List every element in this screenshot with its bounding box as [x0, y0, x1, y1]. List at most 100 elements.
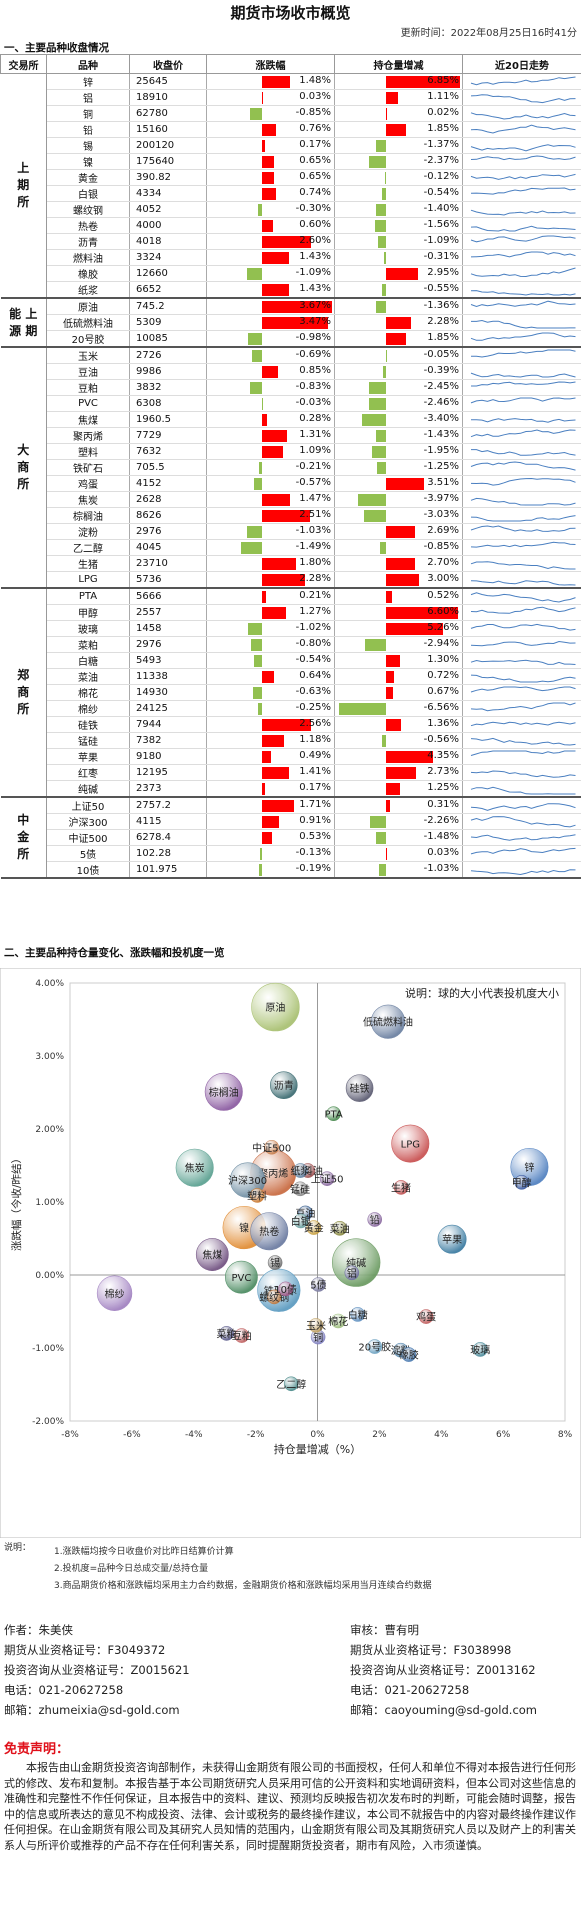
- close-price: 9180: [129, 748, 207, 765]
- change-cell-bar: [262, 735, 285, 747]
- change-cell-value: 0.65%: [299, 171, 331, 182]
- oi-change-cell-bar: [382, 735, 387, 747]
- change-cell-bar: [253, 687, 263, 699]
- bubble-鸡蛋: [418, 1309, 434, 1324]
- table-row: 能 上 源 期原油 745.2 3.67% -1.36%: [0, 298, 581, 348]
- product-name: 铜: [46, 105, 130, 122]
- product-name: 硅铁: [46, 716, 130, 733]
- oi-change-cell-bar: [380, 542, 387, 554]
- change-cell: 0.21%: [206, 588, 335, 605]
- table-row: 低硫燃料油 5309 3.47% 2.28%: [1, 314, 581, 331]
- product-name: 淀粉: [46, 523, 130, 540]
- close-price: 1458: [129, 620, 207, 637]
- trend-sparkline: [462, 571, 581, 589]
- trend-sparkline: [462, 233, 581, 250]
- change-cell-value: -0.30%: [295, 203, 331, 214]
- product-name: 苹果: [46, 748, 130, 765]
- close-price: 3324: [129, 249, 207, 266]
- product-name: 焦炭: [46, 491, 130, 508]
- change-cell-value: 0.65%: [299, 155, 331, 166]
- oi-change-cell: 3.51%: [334, 475, 463, 492]
- table-row: PVC 6308 -0.03% -2.46%: [1, 395, 581, 412]
- change-cell: -0.30%: [206, 201, 335, 218]
- oi-change-cell: 0.67%: [334, 684, 463, 701]
- oi-change-cell-value: -1.36%: [423, 300, 459, 311]
- oi-change-cell-bar: [376, 301, 387, 313]
- close-price: 4115: [129, 813, 207, 830]
- close-price: 1960.5: [129, 411, 207, 428]
- y-tick-label: 1.00%: [35, 1198, 64, 1208]
- bubble-棉花: [330, 1313, 346, 1329]
- change-cell-bar: [250, 382, 263, 394]
- oi-change-cell-value: 2.69%: [427, 525, 459, 536]
- oi-change-cell-value: 0.02%: [427, 107, 459, 118]
- reviewer-email: 邮箱：caoyouming@sd-gold.com: [350, 1703, 538, 1717]
- table-row: 豆粕 3832 -0.83% -2.45%: [1, 379, 581, 396]
- close-price: 2557: [129, 604, 207, 621]
- change-cell-bar: [249, 108, 263, 120]
- bubble-上证50: [319, 1171, 335, 1186]
- oi-change-cell-value: 6.60%: [427, 606, 459, 617]
- change-cell-value: 3.47%: [299, 316, 331, 327]
- oi-change-cell-bar: [368, 398, 387, 410]
- x-tick-label: -2%: [247, 1430, 265, 1440]
- close-price: 24125: [129, 700, 207, 717]
- change-cell-value: 1.43%: [299, 251, 331, 262]
- change-cell-bar: [246, 268, 263, 280]
- oi-change-cell-value: 3.00%: [427, 573, 459, 584]
- change-cell-bar: [262, 574, 306, 586]
- header-close-price: 收盘价: [129, 54, 207, 74]
- change-cell: -0.85%: [206, 105, 335, 122]
- table-row: 纯碱 2373 0.17% 1.25%: [1, 780, 581, 798]
- oi-change-cell-value: 2.28%: [427, 316, 459, 327]
- oi-change-cell-value: -2.45%: [423, 381, 459, 392]
- change-cell: 2.60%: [206, 233, 335, 250]
- bubble-label: 白银: [291, 1215, 311, 1228]
- author-name: 作者：朱美侠: [4, 1623, 73, 1637]
- bubble-焦煤: [195, 1238, 229, 1271]
- close-price: 101.975: [129, 861, 207, 879]
- change-cell: -0.57%: [206, 475, 335, 492]
- reviewer-consult-license: 投资咨询从业资格证号：Z0013162: [350, 1663, 536, 1677]
- change-cell: -0.03%: [206, 395, 335, 412]
- change-cell: 0.17%: [206, 780, 335, 798]
- table-row: 白糖 5493 -0.54% 1.30%: [1, 652, 581, 669]
- bubble-黄金: [306, 1220, 322, 1235]
- change-cell-bar: [262, 510, 310, 522]
- bubble-20号胶: [367, 1339, 383, 1354]
- product-name: 10债: [46, 861, 130, 879]
- close-price: 2976: [129, 523, 207, 540]
- oi-change-cell-value: 1.11%: [427, 91, 459, 102]
- oi-change-cell-bar: [339, 703, 387, 715]
- change-cell-bar: [262, 172, 275, 184]
- oi-change-cell-bar: [376, 140, 387, 152]
- oi-change-cell: 1.30%: [334, 652, 463, 669]
- bubble-chart: -2.00% -1.00% 0.00% 1.00% 2.00% 3.00% 4.00% -8%…: [0, 968, 581, 1538]
- y-tick-label: 3.00%: [35, 1052, 64, 1062]
- oi-change-cell-value: 3.51%: [427, 477, 459, 488]
- table-row: 上 期 所锌 25645 1.48% 6.85%: [0, 73, 581, 299]
- trend-sparkline: [462, 523, 581, 540]
- table-row: 菜粕 2976 -0.80% -2.94%: [1, 636, 581, 653]
- oi-change-cell-bar: [386, 268, 419, 280]
- oi-change-cell-value: 0.67%: [427, 686, 459, 697]
- oi-change-cell-value: -3.03%: [423, 509, 459, 520]
- oi-change-cell-value: -0.85%: [423, 541, 459, 552]
- table-row: 10债 101.975 -0.19% -1.03%: [1, 861, 581, 879]
- close-price: 18910: [129, 89, 207, 106]
- update-time: 更新时间：2022年08月25日16时41分: [400, 28, 577, 39]
- close-price: 15160: [129, 121, 207, 138]
- oi-change-cell: -2.94%: [334, 636, 463, 653]
- change-cell: -0.19%: [206, 861, 335, 879]
- change-cell: 0.49%: [206, 748, 335, 765]
- product-name: 菜油: [46, 668, 130, 685]
- bubble-label: 镍: [239, 1222, 249, 1235]
- close-price: 2373: [129, 780, 207, 798]
- oi-change-cell-bar: [365, 639, 387, 651]
- bubble-乙二醇: [283, 1376, 299, 1392]
- oi-change-cell-value: -1.09%: [423, 235, 459, 246]
- change-cell-value: -0.98%: [295, 332, 331, 343]
- note-line: 1.涨跌幅均按今日收盘价对比昨日结算价计算: [54, 1547, 234, 1557]
- change-cell-value: 1.31%: [299, 429, 331, 440]
- oi-change-cell-value: 2.73%: [427, 766, 459, 777]
